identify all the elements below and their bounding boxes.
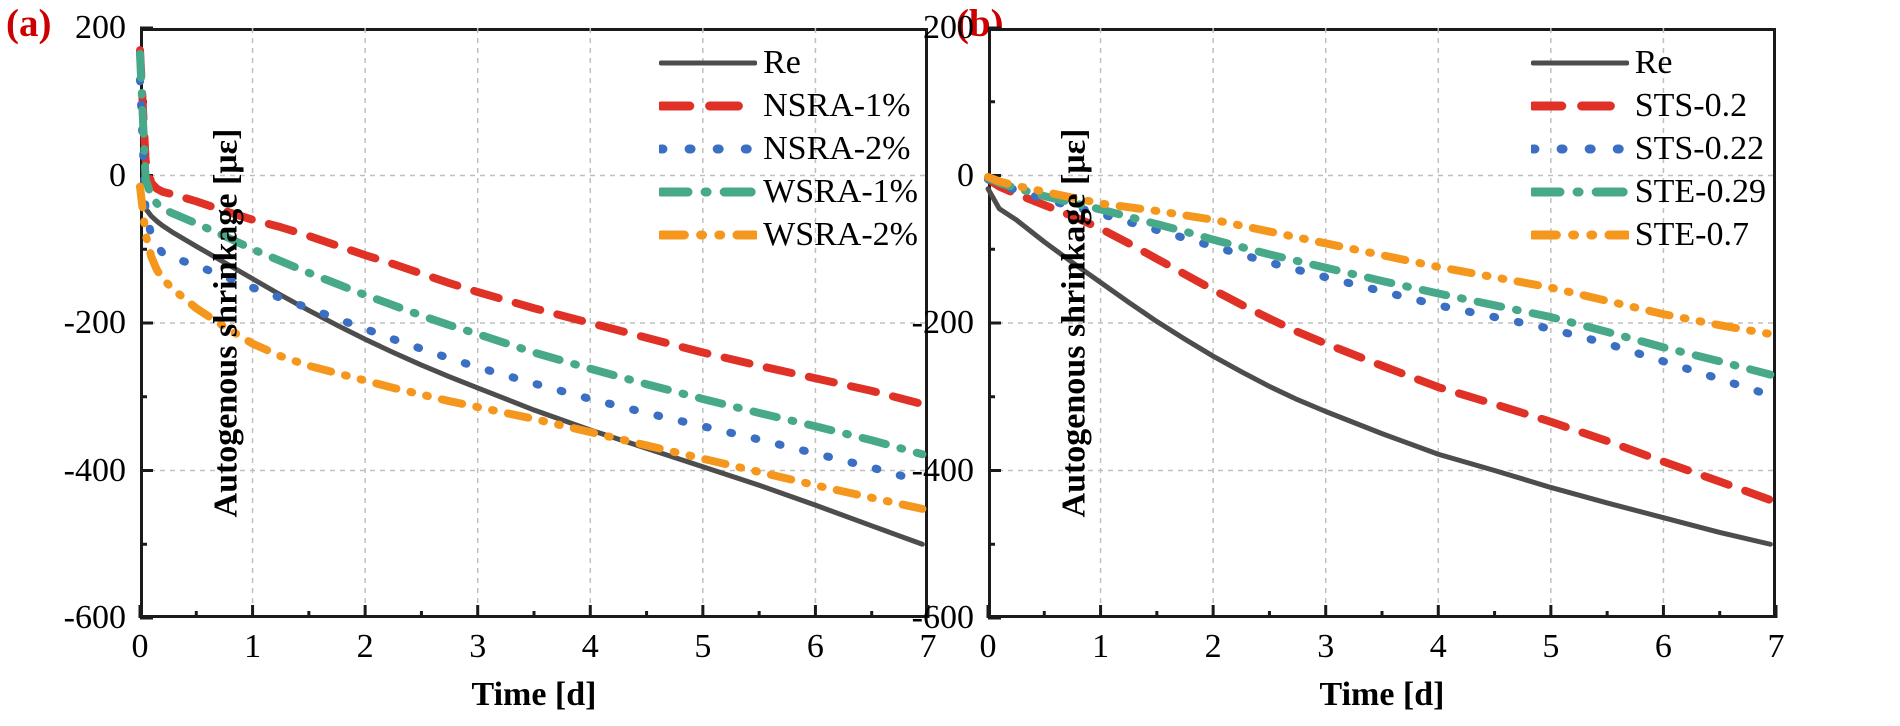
series-line-4 (140, 187, 922, 509)
legend-line-sample (656, 223, 760, 247)
y-tick-label: 200 (923, 9, 974, 46)
y-tick-label: 0 (957, 156, 974, 194)
legend-item[interactable]: STS-0.2 (1528, 85, 1766, 126)
x-tick-label: 5 (694, 628, 712, 665)
y-tick-label: 0 (109, 156, 126, 194)
legend-b: Re STS-0.2 STS-0.22 STE-0.29 STE-0.7 (1528, 42, 1766, 255)
legend-item-label: NSRA-2% (763, 129, 911, 167)
legend-line-sample (1528, 223, 1632, 247)
y-tick-label: -400 (911, 451, 974, 489)
series-line-3 (140, 54, 922, 454)
legend-item[interactable]: WSRA-1% (656, 171, 918, 212)
legend-item[interactable]: STE-0.7 (1528, 214, 1766, 255)
x-tick-label: 3 (1317, 628, 1335, 665)
series-line-1 (988, 179, 1770, 500)
legend-line-sample (658, 51, 758, 75)
x-tick-label: 2 (1204, 628, 1222, 665)
x-axis-title-b: Time [d] (1319, 676, 1445, 713)
legend-item-label: STS-0.2 (1634, 86, 1748, 124)
series-line-4 (988, 177, 1770, 334)
x-tick-label: 2 (356, 628, 374, 665)
x-tick-label: 1 (1092, 628, 1110, 665)
legend-line-sample (1528, 180, 1632, 204)
series-line-2 (140, 80, 922, 482)
legend-item-label: NSRA-1% (763, 86, 911, 124)
x-tick-label: 4 (581, 628, 599, 665)
series-line-1 (140, 50, 922, 404)
x-tick-label: 6 (806, 628, 824, 665)
panel-a: (a) 200 0 -200 -400 -600 0 1 2 3 4 5 6 7 Time [d] Au… (6, 2, 937, 713)
x-tick-label: 6 (1654, 628, 1672, 665)
series-line-3 (988, 178, 1770, 375)
chart-canvas-a (140, 28, 928, 618)
x-axis-title-a: Time [d] (471, 676, 597, 713)
plot-area-a: 200 0 -200 -400 -600 0 1 2 3 4 5 6 7 Time [d] Autoge… (64, 9, 937, 713)
legend-item-label: Re (763, 43, 801, 81)
legend-item[interactable]: NSRA-2% (656, 128, 918, 169)
y-axis-title-a: Autogenous shrinkage [με] (207, 128, 245, 518)
y-tick-label: -200 (911, 304, 974, 341)
y-axis-title-b: Autogenous shrinkage [με] (1055, 128, 1093, 518)
y-tick-label: -600 (63, 599, 126, 636)
series-line-0 (140, 190, 922, 544)
gridlines (140, 28, 928, 618)
legend-item[interactable]: Re (1530, 42, 1766, 83)
legend-item[interactable]: Re (658, 42, 918, 83)
legend-item[interactable]: STE-0.29 (1528, 171, 1766, 212)
legend-item-label: STS-0.22 (1634, 129, 1765, 167)
legend-line-sample (656, 94, 760, 118)
x-tick-label: 0 (979, 628, 997, 665)
legend-item[interactable]: STS-0.22 (1528, 128, 1766, 169)
legend-item-label: STE-0.29 (1634, 172, 1766, 210)
data-series-group (140, 50, 922, 544)
legend-item[interactable]: WSRA-2% (656, 214, 918, 255)
series-line-0 (988, 189, 1770, 544)
legend-line-sample (1528, 94, 1632, 118)
panel-b: (b) 200 0 -200 -400 -600 0 1 2 3 4 5 6 7 Time [d] Au… (912, 0, 1900, 726)
panel-a-tag: (a) (6, 2, 52, 45)
x-tick-label: 4 (1429, 628, 1447, 665)
legend-item-label: STE-0.7 (1634, 215, 1749, 253)
x-tick-label: 7 (1767, 628, 1785, 665)
x-tick-label: 0 (131, 628, 149, 665)
legend-line-sample (1530, 51, 1630, 75)
x-tick-label: 5 (1542, 628, 1560, 665)
legend-a: Re NSRA-1% NSRA-2% WSRA-1% WSRA-2% (656, 42, 918, 255)
legend-line-sample (656, 180, 760, 204)
y-tick-label: -400 (63, 451, 126, 489)
chart-canvas-b (988, 28, 1776, 618)
axis-ticks (140, 28, 928, 618)
gridlines (988, 28, 1776, 618)
y-tick-label: -600 (911, 599, 974, 636)
legend-item-label: WSRA-1% (763, 172, 918, 210)
x-tick-label: 7 (919, 628, 937, 665)
x-tick-label: 1 (244, 628, 262, 665)
x-tick-label: 3 (469, 628, 487, 665)
plot-area-b: 200 0 -200 -400 -600 0 1 2 3 4 5 6 7 Time [d] Autoge… (912, 9, 1785, 713)
legend-line-sample (1528, 137, 1632, 161)
legend-item-label: WSRA-2% (763, 215, 918, 253)
legend-item-label: Re (1634, 43, 1673, 81)
y-tick-label: 200 (75, 9, 126, 46)
y-tick-label: -200 (63, 304, 126, 341)
legend-item[interactable]: NSRA-1% (656, 85, 918, 126)
legend-line-sample (656, 137, 760, 161)
axis-ticks (988, 28, 1776, 618)
data-series-group (988, 177, 1770, 544)
